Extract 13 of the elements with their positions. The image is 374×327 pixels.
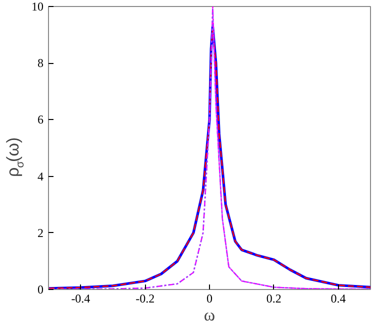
x-tick-label: 0.4: [330, 292, 346, 306]
y-tick-label: 10: [32, 0, 44, 14]
y-tick-label: 2: [38, 226, 44, 240]
x-tick-label: 0.2: [266, 292, 282, 306]
y-tick-label: 8: [38, 56, 44, 70]
x-tick-label: 0: [206, 292, 212, 306]
x-tick-label: -0.4: [71, 292, 90, 306]
x-tick-label: -0.2: [136, 292, 155, 306]
y-tick-label: 0: [38, 282, 44, 296]
y-tick-label: 6: [38, 112, 44, 127]
y-tick-label: 4: [38, 169, 44, 184]
x-axis-title: ω: [204, 306, 216, 324]
y-axis-title: ρσ(ω): [4, 137, 26, 177]
